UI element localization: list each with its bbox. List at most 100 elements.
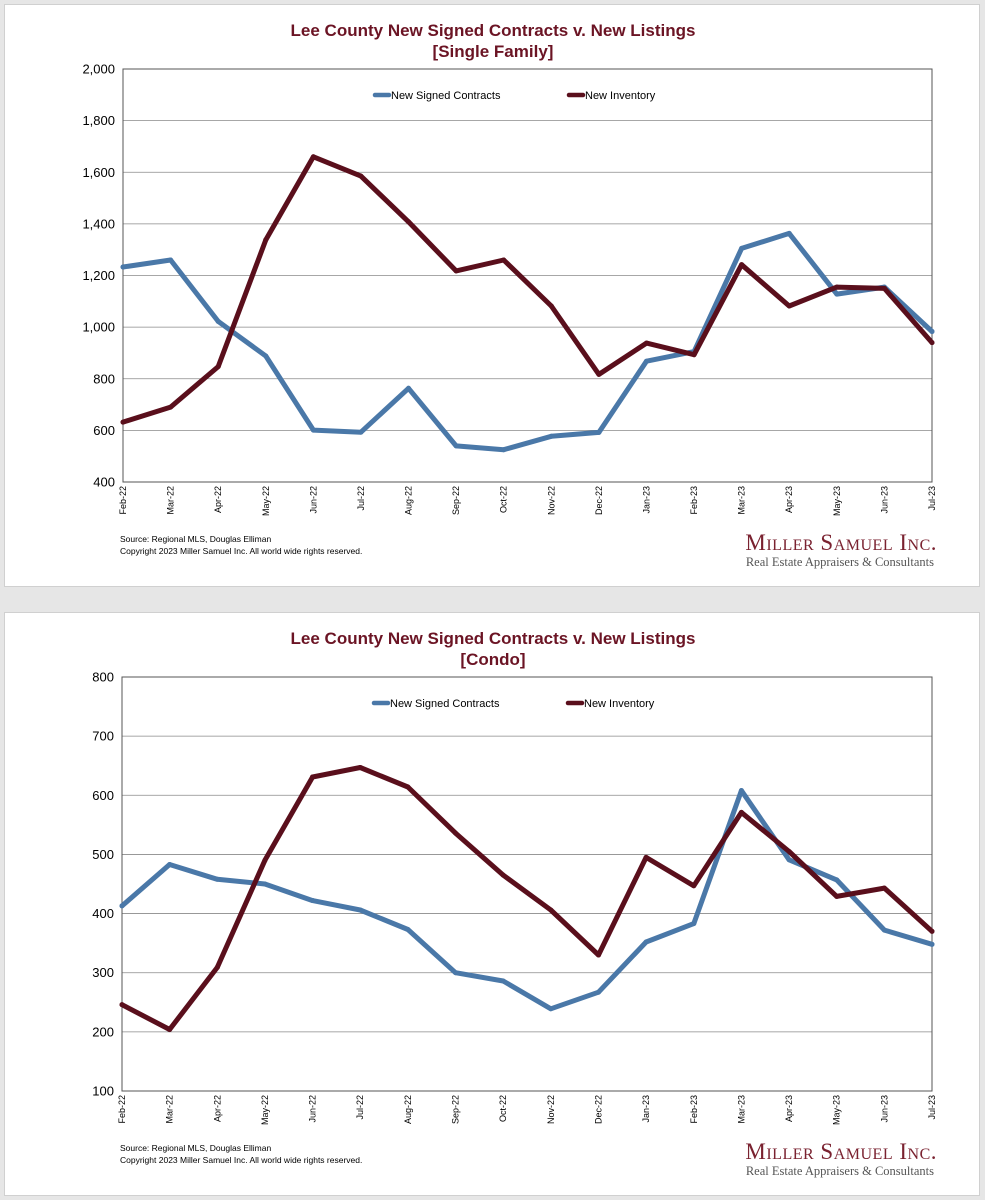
data-point — [405, 927, 411, 933]
y-tick-label: 1,200 — [82, 268, 115, 283]
data-point — [834, 291, 840, 297]
data-point — [881, 285, 887, 291]
legend: New Signed Contracts New Inventory — [372, 90, 656, 102]
x-tick-label: Nov-22 — [546, 486, 556, 515]
data-point — [548, 303, 554, 309]
data-point — [548, 1006, 554, 1012]
data-point — [263, 353, 269, 359]
series-line — [119, 788, 935, 1012]
y-tick-label: 2,000 — [82, 62, 115, 77]
legend-label: New Signed Contracts — [391, 90, 501, 102]
x-tick-label: Jul-23 — [927, 486, 937, 511]
logo-name: Miller Samuel Inc. — [745, 530, 937, 555]
company-logo: Miller Samuel Inc. Real Estate Appraiser… — [745, 1139, 937, 1178]
data-point — [500, 978, 506, 984]
data-point — [929, 941, 935, 947]
data-point — [643, 358, 649, 364]
data-point — [596, 429, 602, 435]
data-point — [215, 364, 221, 370]
x-tick-label: Jul-22 — [356, 486, 366, 511]
x-tick-label: Jan-23 — [641, 486, 651, 514]
data-point — [691, 352, 697, 358]
x-tick-label: Apr-22 — [213, 486, 223, 513]
data-point — [310, 427, 316, 433]
x-tick-label: Apr-22 — [212, 1095, 222, 1122]
logo-tagline: Real Estate Appraisers & Consultants — [746, 555, 934, 569]
company-logo: Miller Samuel Inc. Real Estate Appraiser… — [745, 530, 937, 569]
x-tick-label: Jun-23 — [879, 1095, 889, 1123]
data-point — [453, 970, 459, 976]
x-tick-label: Jul-22 — [355, 1095, 365, 1120]
data-point — [738, 809, 744, 815]
gridlines — [123, 68, 932, 483]
data-point — [167, 861, 173, 867]
data-point — [786, 848, 792, 854]
x-tick-label: Jul-23 — [927, 1095, 937, 1120]
data-point — [357, 907, 363, 913]
legend-label: New Inventory — [585, 90, 656, 102]
data-point — [548, 907, 554, 913]
legend-label: New Inventory — [584, 698, 655, 710]
y-tick-label: 300 — [92, 965, 114, 980]
x-tick-label: Feb-23 — [689, 1095, 699, 1124]
data-point — [834, 893, 840, 899]
x-tick-label: Mar-22 — [166, 486, 176, 515]
x-tick-label: Dec-22 — [593, 1095, 603, 1124]
logo-name: Miller Samuel Inc. — [745, 1139, 937, 1164]
data-point — [358, 429, 364, 435]
data-point — [120, 264, 126, 270]
y-tick-label: 1,600 — [82, 165, 115, 180]
y-tick-label: 600 — [93, 423, 115, 438]
logo-tagline: Real Estate Appraisers & Consultants — [746, 1164, 934, 1178]
data-point — [595, 952, 601, 958]
data-point — [406, 385, 412, 391]
y-tick-label: 1,400 — [82, 216, 115, 231]
data-point — [595, 989, 601, 995]
y-tick-label: 400 — [92, 906, 114, 921]
data-point — [262, 881, 268, 887]
data-point — [548, 433, 554, 439]
x-tick-label: Jun-23 — [879, 486, 889, 514]
y-tick-label: 700 — [92, 729, 114, 744]
data-point — [453, 443, 459, 449]
x-tick-label: Oct-22 — [499, 486, 509, 513]
series-line — [120, 230, 935, 453]
x-tick-label: Jan-23 — [641, 1095, 651, 1123]
chart-subtitle: [Single Family] — [433, 42, 554, 61]
x-tick-label: May-23 — [832, 1095, 842, 1125]
x-tick-label: Oct-22 — [498, 1095, 508, 1122]
x-tick-label: Mar-23 — [736, 1095, 746, 1124]
data-point — [310, 898, 316, 904]
data-point — [501, 257, 507, 263]
data-point — [168, 404, 174, 410]
data-point — [786, 303, 792, 309]
data-point — [405, 784, 411, 790]
data-point — [119, 1002, 125, 1008]
x-tick-label: Dec-22 — [594, 486, 604, 515]
x-tick-label: Sep-22 — [451, 1095, 461, 1124]
y-tick-label: 1,800 — [82, 113, 115, 128]
data-point — [691, 883, 697, 889]
plot-area-frame — [121, 676, 933, 1092]
data-point — [881, 927, 887, 933]
data-point — [263, 237, 269, 243]
data-point — [214, 876, 220, 882]
data-point — [167, 1026, 173, 1032]
x-tick-label: Jun-22 — [308, 1095, 318, 1123]
x-tick-label: May-22 — [260, 1095, 270, 1125]
data-point — [739, 262, 745, 268]
data-point — [834, 284, 840, 290]
x-tick-label: Sep-22 — [451, 486, 461, 515]
copyright-note: Copyright 2023 Miller Samuel Inc. All wo… — [120, 1155, 362, 1165]
plot-area-frame — [122, 68, 933, 483]
data-point — [310, 154, 316, 160]
chart-panel-single-family: Lee County New Signed Contracts v. New L… — [4, 4, 980, 587]
x-tick-label: Mar-23 — [737, 486, 747, 515]
x-tick-label: Aug-22 — [403, 1095, 413, 1124]
x-tick-label: Jun-22 — [308, 486, 318, 514]
x-tick-label: Feb-23 — [689, 486, 699, 515]
chart-title: Lee County New Signed Contracts v. New L… — [291, 21, 696, 40]
y-tick-label: 800 — [92, 670, 114, 685]
series-new-signed-contracts — [120, 230, 935, 453]
data-point — [310, 774, 316, 780]
